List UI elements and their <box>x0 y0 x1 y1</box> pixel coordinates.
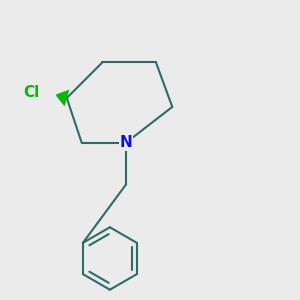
Text: N: N <box>120 135 133 150</box>
Text: Cl: Cl <box>23 85 39 100</box>
Polygon shape <box>56 90 69 106</box>
